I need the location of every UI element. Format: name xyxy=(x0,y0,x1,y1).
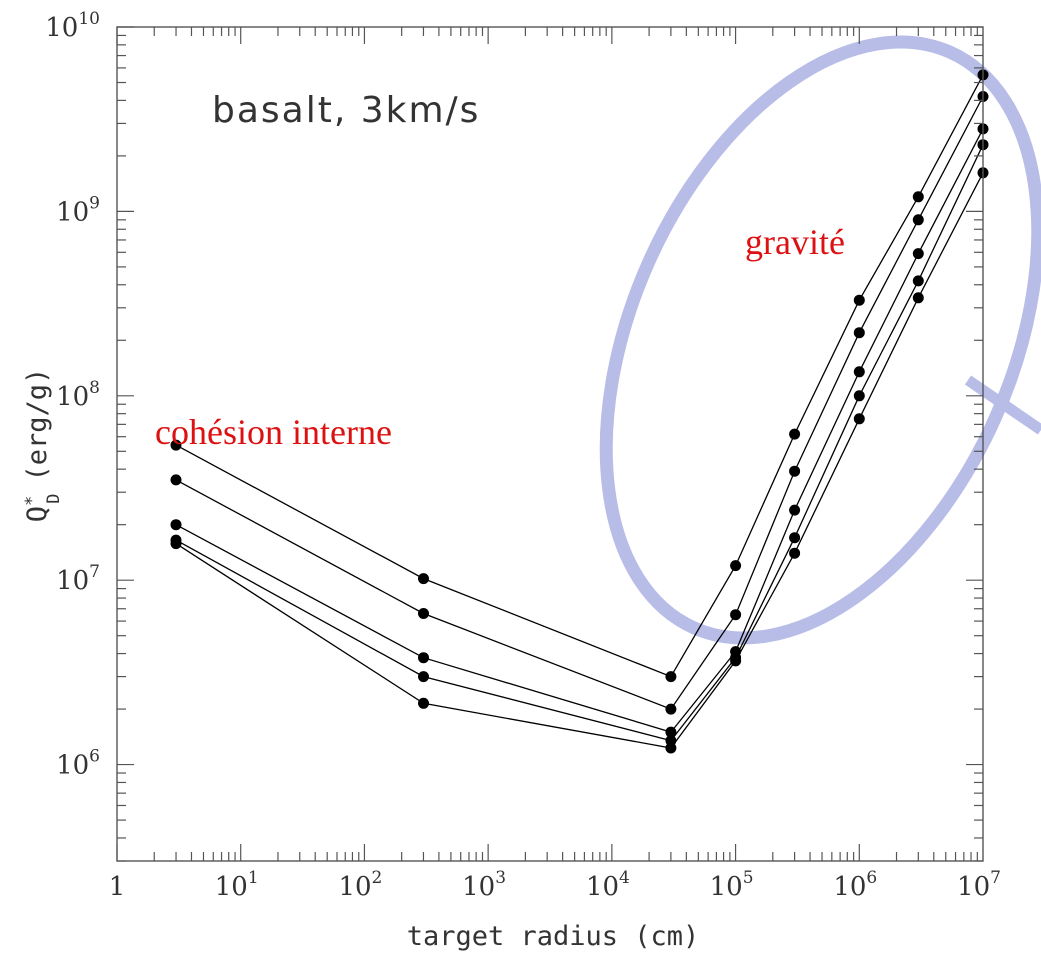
data-point xyxy=(912,275,924,287)
data-point xyxy=(170,474,182,486)
highlight-ellipse xyxy=(599,35,1041,645)
data-point xyxy=(853,327,865,339)
data-point xyxy=(730,560,742,572)
data-point xyxy=(912,214,924,226)
gravity-highlight xyxy=(599,35,1041,645)
data-point xyxy=(853,366,865,378)
x-tick-label: 106 xyxy=(833,868,877,902)
series-4-line xyxy=(175,144,984,742)
series-1-line xyxy=(175,74,984,678)
x-tick-label: 1 xyxy=(109,872,126,902)
y-axis-title: Q* D (erg/g) xyxy=(22,368,64,523)
data-point xyxy=(418,697,429,709)
series-5-line xyxy=(175,172,984,749)
data-point xyxy=(665,726,677,738)
data-point xyxy=(170,439,182,451)
y-axis-units: (erg/g) xyxy=(22,368,53,482)
y-axis-symbol: Q xyxy=(22,506,53,522)
y-tick-labels: 106 107 108 109 1010 xyxy=(45,9,100,781)
data-point xyxy=(170,538,182,550)
data-point xyxy=(853,390,865,402)
x-tick-label: 102 xyxy=(338,868,382,902)
x-axis-title: target radius (cm) xyxy=(407,921,700,952)
data-point xyxy=(170,519,182,531)
data-point xyxy=(912,248,924,260)
data-point xyxy=(665,703,677,715)
x-tick-labels: 1 101 102 103 104 105 106 107 xyxy=(109,868,1001,902)
annotation-cohesion: cohésion interne xyxy=(155,412,392,452)
x-tick-label: 105 xyxy=(710,868,754,902)
series-layer xyxy=(170,69,989,754)
data-point xyxy=(418,608,429,619)
y-tick-label: 1010 xyxy=(45,9,100,43)
data-point xyxy=(418,652,429,664)
y-axis-subscript: D xyxy=(44,494,64,504)
y-tick-label: 106 xyxy=(56,747,100,781)
y-tick-label: 108 xyxy=(56,378,100,412)
data-point xyxy=(853,294,865,306)
svg-text:Q*D(erg/g): Q* D (erg/g) xyxy=(22,368,64,523)
x-tick-label: 107 xyxy=(957,868,1001,902)
data-point xyxy=(789,465,801,477)
data-point xyxy=(789,428,801,440)
y-axis-superscript: * xyxy=(22,496,42,506)
data-point xyxy=(418,671,429,683)
annotation-gravity: gravité xyxy=(745,222,845,262)
plot-frame xyxy=(116,26,984,862)
y-tick-label: 109 xyxy=(56,193,100,227)
x-tick-label: 101 xyxy=(215,868,259,902)
x-tick-label: 104 xyxy=(586,868,630,902)
data-point xyxy=(418,573,429,585)
data-point xyxy=(912,191,924,203)
data-point xyxy=(912,292,924,304)
data-point xyxy=(789,504,801,516)
y-tick-label: 107 xyxy=(56,562,100,596)
data-point xyxy=(665,742,677,754)
chart-title: basalt, 3km/s xyxy=(212,90,480,131)
series-3-line xyxy=(175,128,984,733)
x-tick-label: 103 xyxy=(462,868,506,902)
data-point xyxy=(789,532,801,544)
data-point xyxy=(665,671,677,683)
data-point xyxy=(853,413,865,425)
data-point xyxy=(789,547,801,559)
data-point xyxy=(730,655,742,667)
highlight-pointer-line xyxy=(964,375,1041,435)
data-point xyxy=(730,609,742,621)
series-2-line xyxy=(175,96,984,710)
